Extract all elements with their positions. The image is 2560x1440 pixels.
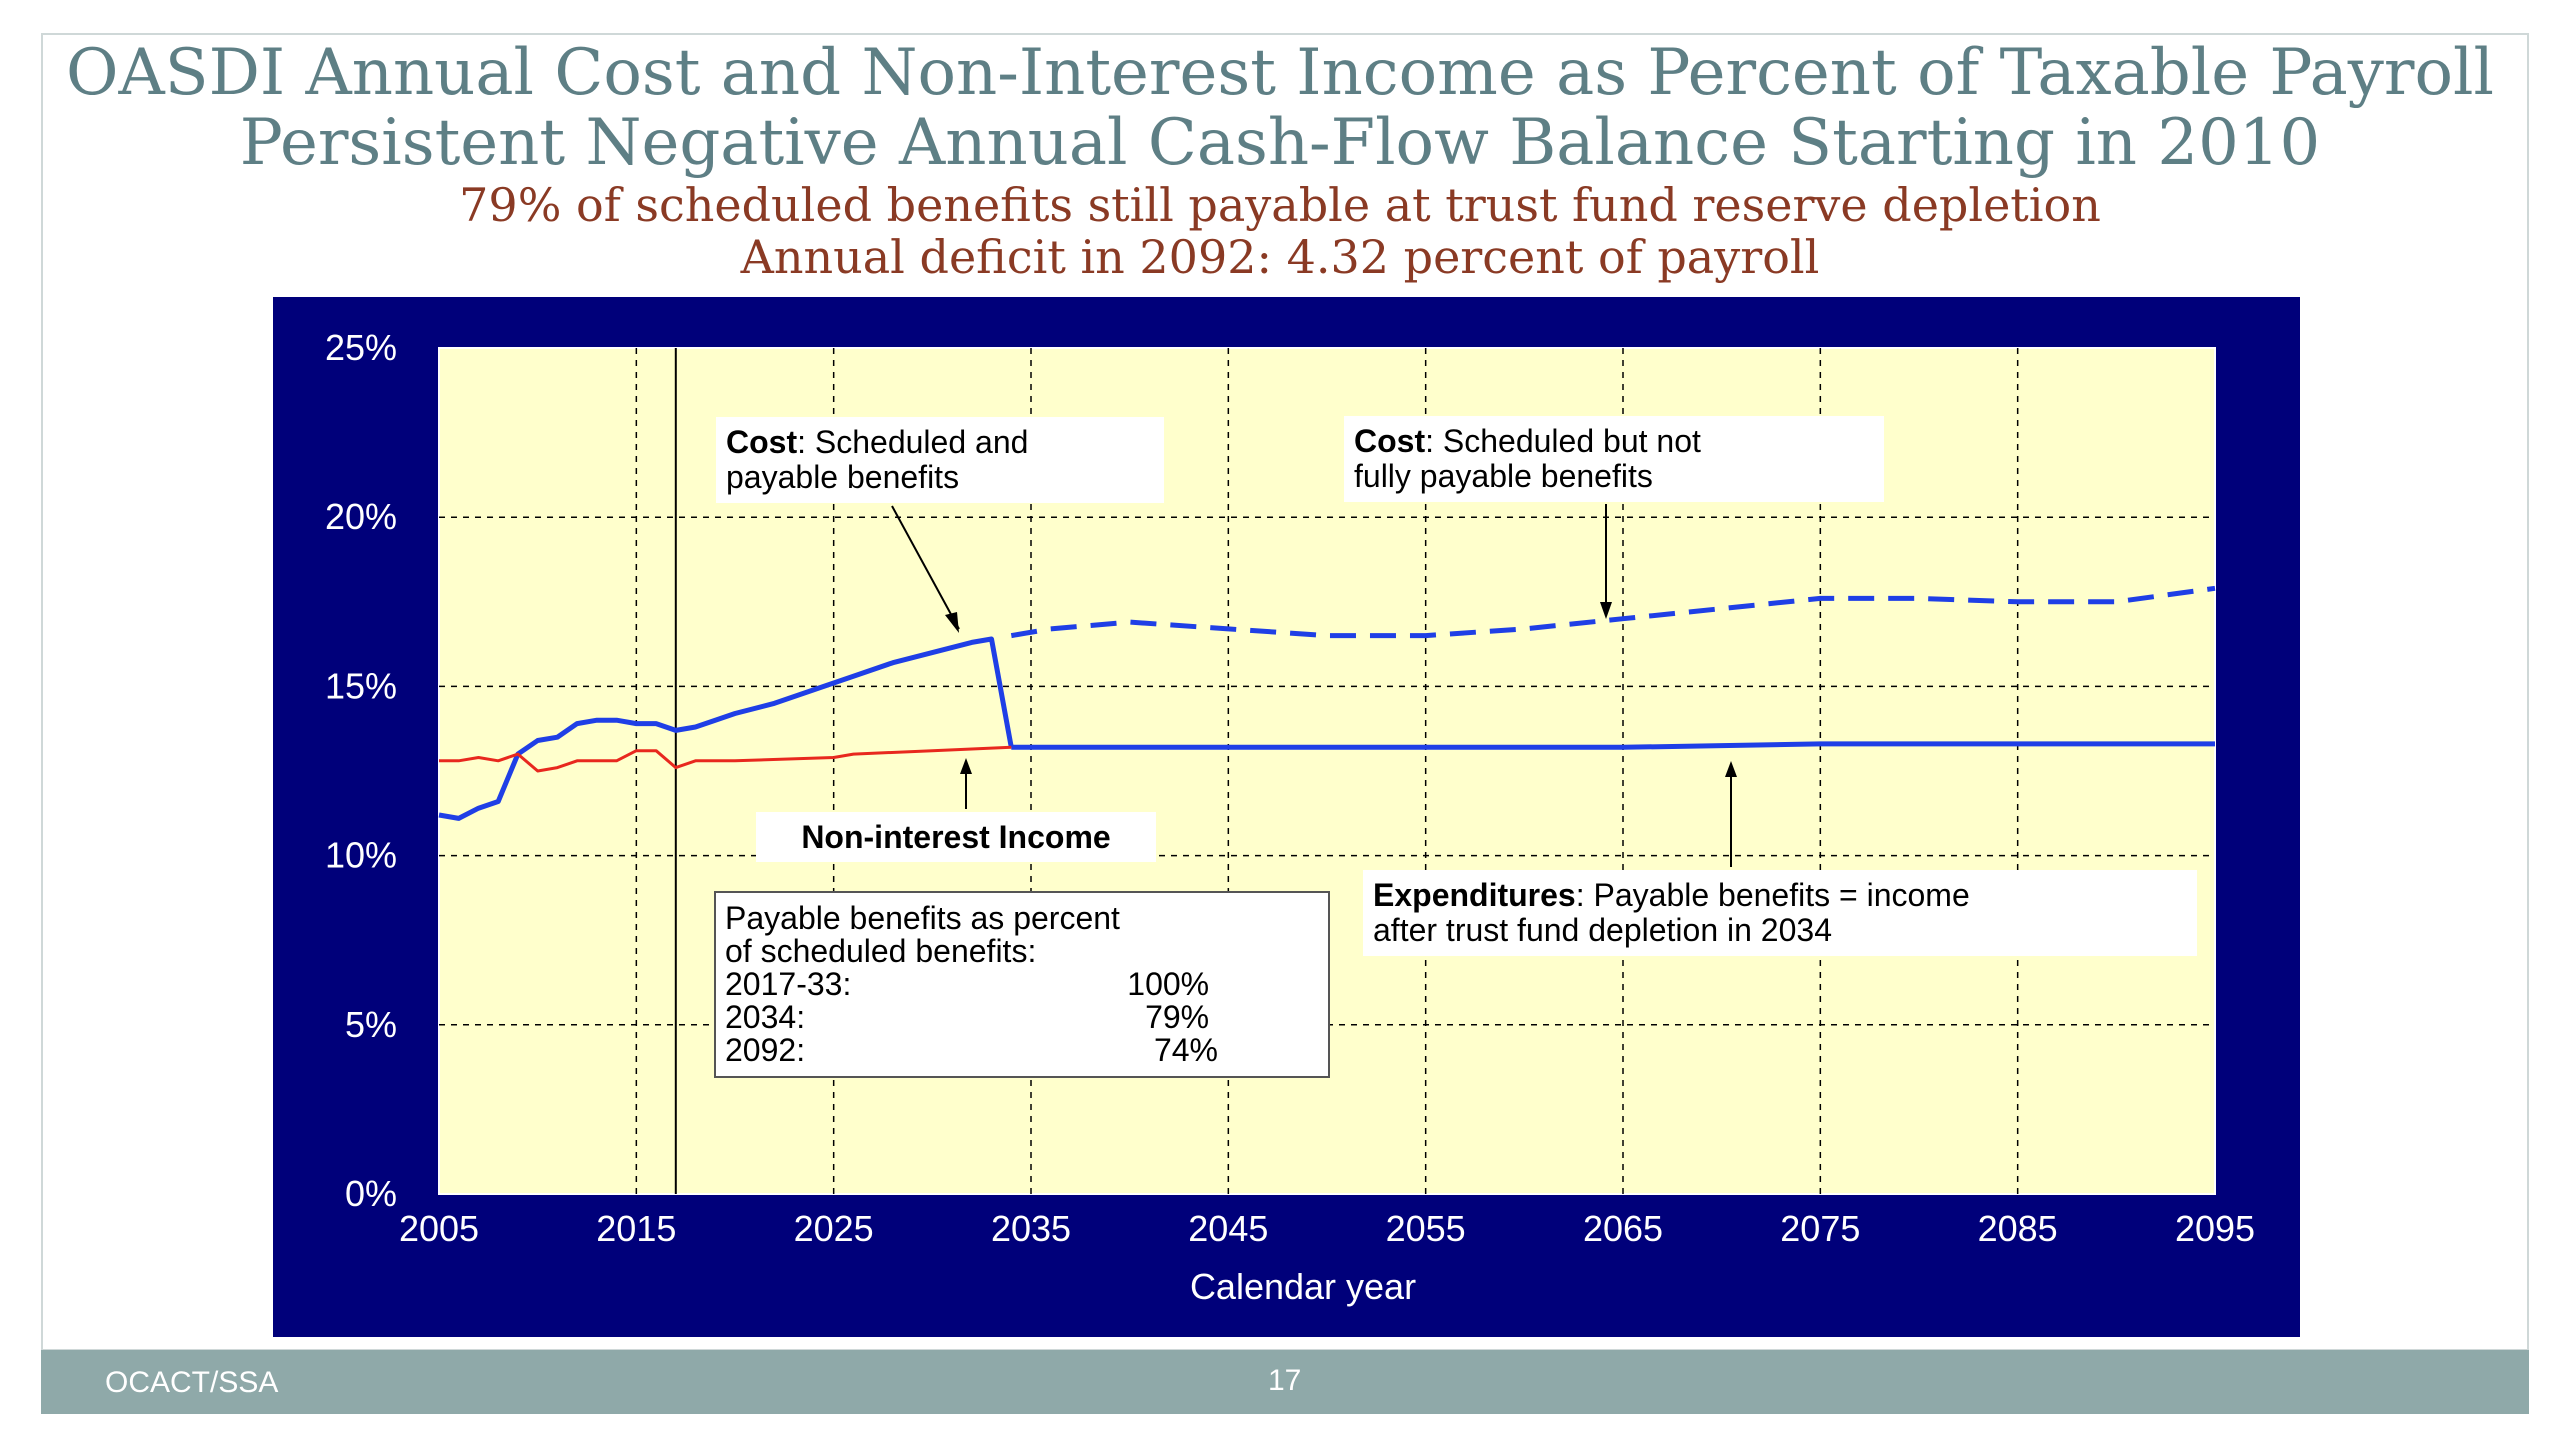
x-tick-label: 2085 <box>1978 1208 2058 1249</box>
cost-payable-annotation-box <box>716 417 1164 503</box>
x-axis-label: Calendar year <box>1190 1266 1416 1307</box>
y-tick-label: 20% <box>325 496 397 537</box>
cost-not-payable-arrowhead <box>1600 602 1612 619</box>
slide-title-line-1: OASDI Annual Cost and Non-Interest Incom… <box>66 36 2494 110</box>
income-annotation-box <box>756 812 1156 862</box>
payable-box-percent-2: 79% <box>1145 999 1209 1035</box>
oasdi-chart: 2005 2015 2025 2035 2045 2055 2065 2075 2085 2095… <box>325 327 2255 1307</box>
x-tick-label: 2025 <box>794 1208 874 1249</box>
chart-panel: 2005 2015 2025 2035 2045 2055 2065 2075 2085 2095… <box>273 297 2300 1337</box>
x-tick-label: 2095 <box>2175 1208 2255 1249</box>
cost-payable-arrow <box>891 505 960 630</box>
payable-box-percent-1: 100% <box>1127 966 1209 1002</box>
series-line-cost-scheduled-payable <box>438 636 1014 821</box>
payable-benefits-percents: 100% 79% 74% <box>1127 966 1218 1068</box>
expenditures-arrowhead <box>1725 761 1737 777</box>
payable-box-line-1: Payable benefits as percent <box>725 900 1120 936</box>
y-tick-label: 25% <box>325 327 397 368</box>
cost-not-payable-annotation: Cost: Scheduled but not fully payable be… <box>1354 423 1710 494</box>
y-tick-label: 10% <box>325 835 397 876</box>
page-number: 17 <box>1268 1364 1302 1397</box>
footer-bar: OCACT/SSA 17 <box>41 1350 2529 1414</box>
y-tick-label: 5% <box>345 1004 397 1045</box>
y-tick-label: 0% <box>345 1173 397 1214</box>
series-line-expenditures-payable <box>1011 741 2215 750</box>
payable-benefits-text: Payable benefits as percent of scheduled… <box>725 900 1129 1068</box>
expenditures-bold: Expenditures <box>1373 877 1576 913</box>
cost-not-payable-annotation-box <box>1344 416 1884 502</box>
x-tick-label: 2045 <box>1188 1208 1268 1249</box>
cost-payable-text-2: payable benefits <box>726 459 959 495</box>
footer-org-label: OCACT/SSA <box>105 1366 279 1399</box>
x-tick-label: 2065 <box>1583 1208 1663 1249</box>
cost-not-payable-text-2: fully payable benefits <box>1354 458 1653 494</box>
income-annotation: Non-interest Income <box>801 819 1110 855</box>
expenditures-annotation: Expenditures: Payable benefits = income … <box>1373 877 1979 948</box>
x-tick-label: 2015 <box>596 1208 676 1249</box>
payable-box-period-2: 2034: <box>725 999 805 1035</box>
cost-payable-arrowhead <box>945 612 959 633</box>
cost-payable-annotation: Cost: Scheduled and payable benefits <box>726 424 1037 495</box>
x-tick-label: 2035 <box>991 1208 1071 1249</box>
slide-subtitle-line-1: 79% of scheduled benefits still payable … <box>459 178 2101 232</box>
y-tick-label: 15% <box>325 665 397 706</box>
slide-subtitle-line-2: Annual deficit in 2092: 4.32 percent of … <box>740 230 1820 284</box>
expenditures-text-2: after trust fund depletion in 2034 <box>1373 912 1832 948</box>
income-arrowhead <box>960 758 972 774</box>
series-line-non-interest-income <box>439 745 1012 773</box>
expenditures-annotation-box <box>1363 870 2197 956</box>
expenditures-text-1: : Payable benefits = income <box>1576 877 1970 913</box>
cost-not-payable-bold: Cost <box>1354 423 1425 459</box>
payable-benefits-box <box>714 891 1330 1078</box>
series-line-cost-scheduled-not-payable <box>1010 585 2216 639</box>
x-tick-label: 2055 <box>1386 1208 1466 1249</box>
payable-box-percent-3: 74% <box>1154 1032 1218 1068</box>
x-tick-label: 2005 <box>399 1208 479 1249</box>
payable-box-line-2: of scheduled benefits: <box>725 933 1036 969</box>
cost-payable-bold: Cost <box>726 424 797 460</box>
payable-box-period-3: 2092: <box>725 1032 805 1068</box>
cost-not-payable-text-1: : Scheduled but not <box>1425 423 1701 459</box>
x-tick-label: 2075 <box>1780 1208 1860 1249</box>
payable-box-period-1: 2017-33: <box>725 966 851 1002</box>
slide-title-line-2: Persistent Negative Annual Cash-Flow Bal… <box>239 106 2321 180</box>
cost-payable-text-1: : Scheduled and <box>797 424 1028 460</box>
